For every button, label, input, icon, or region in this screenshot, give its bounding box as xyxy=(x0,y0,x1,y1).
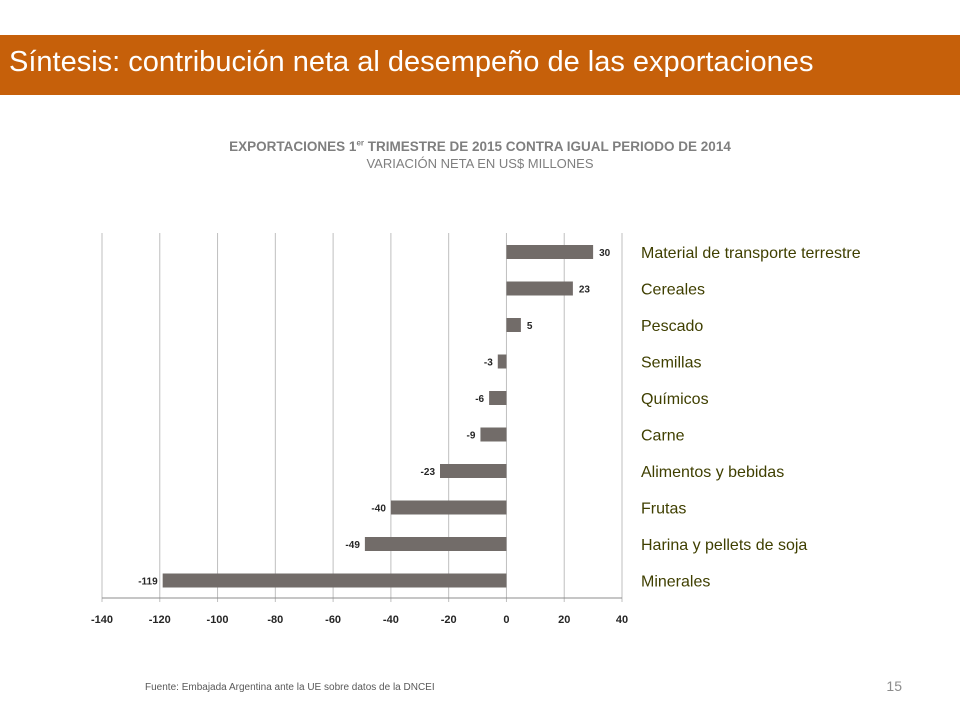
bar xyxy=(497,354,507,369)
x-tick-label: 0 xyxy=(503,614,509,626)
category-label: Material de transporte terrestre xyxy=(641,245,861,262)
bar xyxy=(364,537,507,551)
slide-title: Síntesis: contribución neta al desempeño… xyxy=(9,46,814,78)
data-label: -3 xyxy=(484,358,493,369)
x-tick-label: -80 xyxy=(267,614,283,626)
category-label: Carne xyxy=(641,428,685,445)
category-label: Alimentos y bebidas xyxy=(641,464,784,481)
category-label: Harina y pellets de soja xyxy=(641,537,807,554)
x-tick-label: -40 xyxy=(383,614,399,626)
chart-heading: EXPORTACIONES 1er TRIMESTRE DE 2015 CONT… xyxy=(0,138,960,172)
data-label: -119 xyxy=(138,577,158,588)
data-label: 30 xyxy=(599,248,611,259)
category-label: Químicos xyxy=(641,391,709,408)
x-tick-label: -120 xyxy=(149,614,171,626)
chart-title-rest: TRIMESTRE DE 2015 CONTRA IGUAL PERIODO D… xyxy=(364,139,731,154)
category-label: Pescado xyxy=(641,318,703,335)
data-label: 23 xyxy=(579,285,591,296)
page-number: 15 xyxy=(886,678,902,694)
data-label: -23 xyxy=(421,467,436,478)
x-tick-label: -100 xyxy=(207,614,229,626)
data-label: -49 xyxy=(345,540,360,551)
bar xyxy=(390,500,507,515)
bar xyxy=(440,464,507,478)
category-label: Semillas xyxy=(641,355,701,372)
bar xyxy=(489,391,507,405)
bar xyxy=(506,318,521,332)
x-tick-label: 20 xyxy=(558,614,570,626)
source-note: Fuente: Embajada Argentina ante la UE so… xyxy=(145,682,435,693)
data-label: 5 xyxy=(527,321,533,332)
data-label: -9 xyxy=(467,431,476,442)
bar xyxy=(162,573,507,588)
bar xyxy=(506,245,594,259)
bar xyxy=(480,427,507,442)
chart-subtitle: VARIACIÓN NETA EN US$ MILLONES xyxy=(366,156,594,171)
data-label: -6 xyxy=(475,394,484,405)
chart-title: EXPORTACIONES 1er TRIMESTRE DE 2015 CONT… xyxy=(0,138,960,156)
x-tick-label: 40 xyxy=(616,614,628,626)
chart-title-main: EXPORTACIONES 1 xyxy=(229,139,357,154)
category-label: Frutas xyxy=(641,501,686,518)
data-label: -40 xyxy=(371,504,386,515)
title-bar xyxy=(0,35,960,95)
bar xyxy=(506,281,573,296)
x-tick-label: -20 xyxy=(441,614,457,626)
x-tick-label: -60 xyxy=(325,614,341,626)
category-label: Minerales xyxy=(641,574,710,591)
x-tick-label: -140 xyxy=(91,614,113,626)
chart-title-superscript: er xyxy=(356,138,364,148)
category-label: Cereales xyxy=(641,282,705,299)
